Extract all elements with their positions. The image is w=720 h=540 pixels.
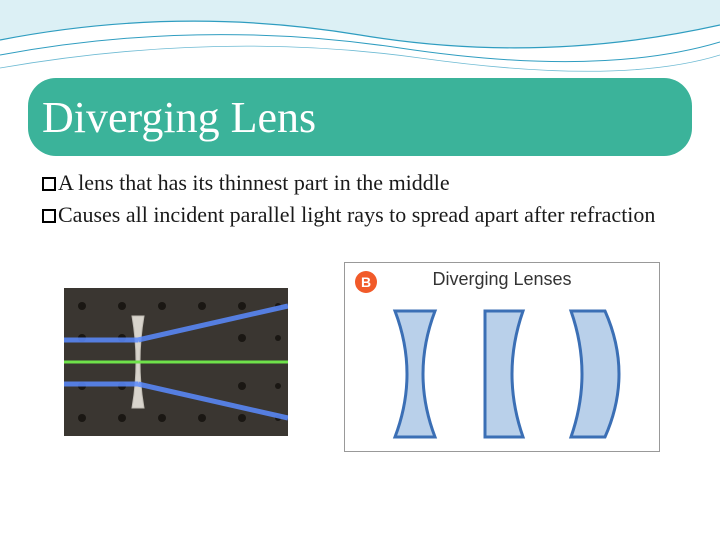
slide-title: Diverging Lens (42, 92, 316, 143)
bullet-2: Causes all incident parallel light rays … (42, 200, 682, 230)
lens-shapes-panel: B Diverging Lenses (344, 262, 660, 452)
bullet-2-text: Causes all incident parallel light rays … (58, 202, 655, 227)
body-text: A lens that has its thinnest part in the… (42, 168, 682, 231)
lens-shapes-svg (345, 299, 661, 449)
bullet-1: A lens that has its thinnest part in the… (42, 168, 682, 198)
bullet-1-text: A lens that has its thinnest part in the… (58, 170, 450, 195)
decorative-wave (0, 0, 720, 90)
panel-header: Diverging Lenses (345, 269, 659, 290)
title-box: Diverging Lens (28, 78, 692, 156)
ray-diagram-image (64, 288, 288, 436)
bullet-icon (42, 209, 56, 223)
bullet-icon (42, 177, 56, 191)
